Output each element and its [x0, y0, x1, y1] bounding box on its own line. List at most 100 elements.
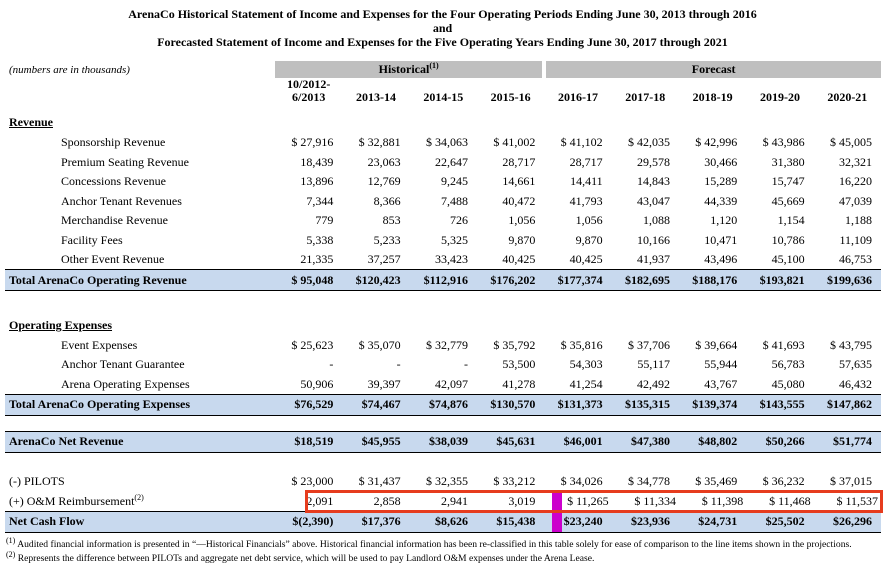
value-cell: $48,802 [678, 430, 747, 453]
value-cell: 12,769 [367, 174, 401, 189]
value-cell: $ 42,035 [627, 135, 670, 150]
column-header-2013-14: 2013-14 [355, 90, 396, 104]
value-cell: 31,380 [771, 154, 805, 169]
value-cell: 7,488 [440, 193, 468, 208]
column-group-historical: Historical(1) [275, 61, 545, 78]
spacer-row [5, 452, 881, 472]
value-cell: $ 11,334 [634, 493, 676, 508]
document-title-line3: Forecasted Statement of Income and Expen… [157, 35, 728, 49]
value-cell: $ 31,437 [358, 474, 401, 489]
value-cell: $ 11,265 [567, 493, 609, 508]
total-row-net-cash-flow: Net Cash Flow $(2,390) $17,376 $8,626 $15,43… [5, 510, 881, 533]
value-cell: $ 37,706 [627, 337, 670, 352]
value-cell: 46,432 [839, 376, 872, 391]
value-cell: 18,439 [300, 154, 334, 169]
value-cell: 1,120 [710, 213, 738, 228]
value-cell: $ 11,537 [836, 493, 878, 508]
value-cell: 1,088 [642, 213, 670, 228]
units-note: (numbers are in thousands) [9, 63, 130, 76]
value-cell: $199,636 [813, 269, 881, 291]
value-cell: $ 34,063 [425, 135, 468, 150]
table-row-o-m-reimbursement: (+) O&M Reimbursement(2) 2,091 2,858 2,941 3… [5, 492, 881, 512]
value-cell: $23,240 [544, 510, 612, 533]
value-cell: $8,626 [409, 510, 477, 533]
column-header-2018-19: 2018-19 [692, 90, 733, 104]
value-cell: $ 32,355 [425, 474, 468, 489]
value-cell: $120,423 [342, 269, 410, 291]
value-cell: $ 43,795 [830, 337, 872, 352]
value-cell: $74,876 [409, 393, 477, 416]
value-cell: $18,519 [275, 430, 343, 453]
value-cell: 726 [449, 213, 468, 228]
row-label: Facility Fees [61, 232, 123, 247]
column-header-2016-17: 2016-17 [557, 90, 598, 104]
value-cell: 14,411 [570, 174, 603, 189]
value-cell: 40,472 [502, 193, 536, 208]
value-cell: $15,438 [476, 510, 545, 533]
value-cell: 40,425 [569, 252, 603, 266]
value-cell: 44,339 [704, 193, 738, 208]
value-cell: 28,717 [569, 154, 603, 169]
value-cell: 28,717 [502, 154, 536, 169]
value-cell: 13,896 [300, 174, 334, 189]
spacer-cell [5, 291, 881, 311]
section-header-label: Operating Expenses [9, 317, 113, 332]
value-cell: 53,500 [502, 357, 536, 372]
value-cell: 5,338 [306, 232, 334, 247]
document-title-line2: and [432, 21, 453, 35]
spacer-row [5, 415, 881, 431]
row-label: Event Expenses [61, 337, 138, 352]
section-header-row-revenue: Revenue [5, 108, 881, 133]
value-cell: $45,631 [476, 430, 545, 453]
column-header-10-2012-6-2013: 10/2012- 6/2013 [286, 77, 331, 104]
value-cell: $182,695 [611, 269, 679, 291]
footnote-marker: (1) [6, 535, 16, 545]
value-cell: 23,063 [367, 154, 401, 169]
value-cell: - [329, 357, 334, 372]
value-cell: $ 27,916 [291, 135, 334, 150]
value-cell: 29,578 [636, 154, 670, 169]
value-cell: $ 39,664 [695, 337, 738, 352]
value-cell: 45,080 [771, 376, 805, 391]
value-cell: 15,289 [704, 174, 738, 189]
value-cell: 55,117 [637, 357, 670, 372]
row-label: Total ArenaCo Operating Revenue [5, 269, 275, 291]
table-row-facility-fees: Facility Fees 5,338 5,233 5,325 9,870 9,870 10… [5, 231, 881, 251]
value-cell: 21,335 [300, 252, 334, 266]
value-cell: 47,039 [839, 193, 872, 208]
value-cell: 2,858 [373, 493, 401, 508]
value-cell: $177,374 [544, 269, 612, 291]
section-header-label: Revenue [9, 115, 53, 129]
value-cell: 14,661 [502, 174, 536, 189]
document-title-line1: ArenaCo Historical Statement of Income a… [128, 7, 757, 21]
row-label: Anchor Tenant Revenues [61, 193, 182, 208]
row-label: Concessions Revenue [61, 174, 166, 189]
table-row-concessions-revenue: Concessions Revenue 13,896 12,769 9,245 14,6… [5, 172, 881, 192]
table-row-event-expenses: Event Expenses $ 25,623 $ 35,070 $ 32,779 $ … [5, 336, 881, 356]
value-cell: 45,669 [771, 193, 805, 208]
value-cell: $ 41,102 [560, 135, 603, 150]
row-label: Anchor Tenant Guarantee [61, 357, 185, 372]
value-cell: - [463, 357, 468, 372]
value-cell: 30,466 [704, 154, 738, 169]
value-cell: $143,555 [746, 393, 814, 416]
value-cell: 50,906 [300, 376, 334, 391]
value-cell: 3,019 [508, 493, 536, 508]
row-label: Premium Seating Revenue [61, 154, 189, 169]
value-cell: $139,374 [678, 393, 747, 416]
value-cell: $76,529 [275, 393, 343, 416]
column-group-forecast: Forecast [542, 61, 881, 78]
total-row-arenaco-net-revenue: ArenaCo Net Revenue $18,519 $45,955 $38,039… [5, 430, 881, 453]
value-cell: $ 37,015 [830, 474, 872, 489]
value-cell: 1,056 [575, 213, 603, 228]
value-cell: 54,303 [569, 357, 603, 372]
row-label: ArenaCo Net Revenue [5, 430, 275, 453]
value-cell: $26,296 [813, 510, 881, 533]
value-cell: 39,397 [367, 376, 401, 391]
column-header-2019-20: 2019-20 [759, 90, 800, 104]
value-cell: 11,109 [839, 232, 872, 247]
value-cell: 15,747 [771, 174, 805, 189]
footnote-1: (1) Audited financial information is pre… [6, 535, 852, 550]
value-cell: $ 34,778 [627, 474, 670, 489]
document-title: ArenaCo Historical Statement of Income a… [0, 0, 885, 49]
